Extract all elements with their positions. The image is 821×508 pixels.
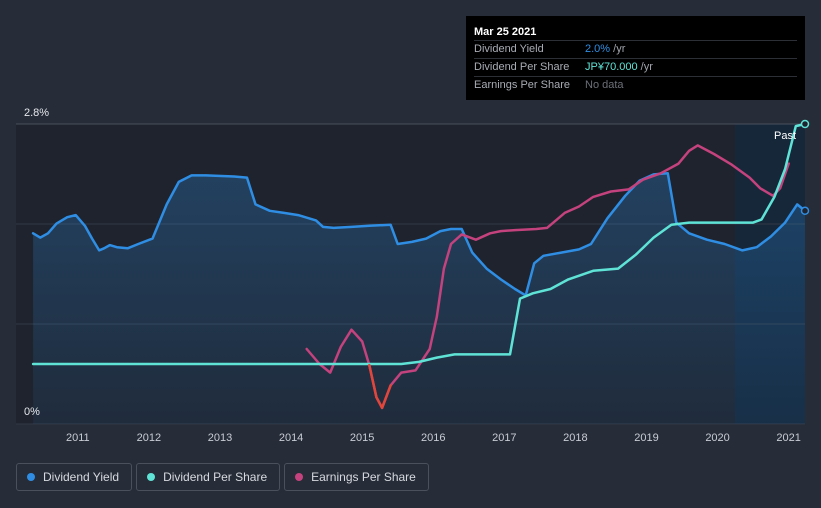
legend-label: Dividend Per Share	[163, 470, 268, 484]
y-axis-ticks: 2.8% 0%	[24, 107, 49, 418]
legend-dot-icon	[27, 473, 35, 481]
tooltip-label: Earnings Per Share	[474, 79, 570, 91]
dividend-per-share-end-marker	[800, 119, 810, 129]
tooltip-value: JP¥70.000	[585, 61, 638, 73]
legend-item-earnings-per-share[interactable]: Earnings Per Share	[284, 463, 429, 491]
x-tick-label: 2018	[563, 432, 587, 444]
earnings-per-share-decline-segment	[368, 363, 392, 410]
tooltip-label: Dividend Per Share	[474, 61, 570, 73]
x-tick-label: 2011	[66, 432, 90, 444]
tooltip-row-dividend-yield: Dividend Yield 2.0% /yr	[474, 40, 797, 58]
tooltip-unit: /yr	[637, 61, 653, 73]
x-tick-label: 2017	[492, 432, 516, 444]
legend-dot-icon	[295, 473, 304, 481]
x-tick-label: 2019	[634, 432, 658, 444]
series-lines	[31, 122, 807, 410]
legend-item-dividend-yield[interactable]: Dividend Yield	[16, 463, 133, 491]
past-label: Past	[774, 130, 796, 142]
x-tick-label: 2013	[208, 432, 232, 444]
x-tick-label: 2012	[137, 432, 161, 444]
x-tick-label: 2021	[776, 432, 800, 444]
legend-item-dividend-per-share[interactable]: Dividend Per Share	[136, 463, 281, 491]
dividend-per-share-line	[31, 122, 807, 366]
dividend-yield-area	[33, 173, 806, 424]
x-tick-label: 2015	[350, 432, 374, 444]
legend-label: Dividend Yield	[43, 470, 120, 484]
tooltip-value: 2.0%	[585, 43, 611, 55]
tooltip-value: No data	[585, 79, 624, 91]
legend-dot-icon	[147, 473, 156, 481]
tooltip-date: Mar 25 2021	[474, 26, 537, 38]
dividend-yield-end-marker	[800, 206, 810, 216]
chart-legend: Dividend Yield Dividend Per Share Earnin…	[16, 463, 429, 491]
x-tick-label: 2020	[705, 432, 729, 444]
tooltip-row-earnings-per-share: Earnings Per Share No data	[474, 76, 797, 94]
series-end-markers	[800, 119, 810, 216]
y-tick-label: 0%	[24, 406, 40, 418]
legend-label: Earnings Per Share	[311, 470, 416, 484]
series-areas	[33, 173, 806, 424]
dividend-yield-line	[31, 172, 807, 297]
x-axis-ticks: 2011 2012 2013 2014 2015 2016 2017 2018 2019 2020…	[66, 432, 801, 444]
x-tick-label: 2016	[421, 432, 445, 444]
tooltip-label: Dividend Yield	[474, 43, 544, 55]
chart-tooltip: Mar 25 2021 Dividend Yield 2.0% /yr Divi…	[466, 16, 805, 100]
tooltip-row-dividend-per-share: Dividend Per Share JP¥70.000 /yr	[474, 58, 797, 76]
x-tick-label: 2014	[279, 432, 303, 444]
y-tick-label: 2.8%	[24, 107, 49, 119]
tooltip-unit: /yr	[610, 43, 626, 55]
